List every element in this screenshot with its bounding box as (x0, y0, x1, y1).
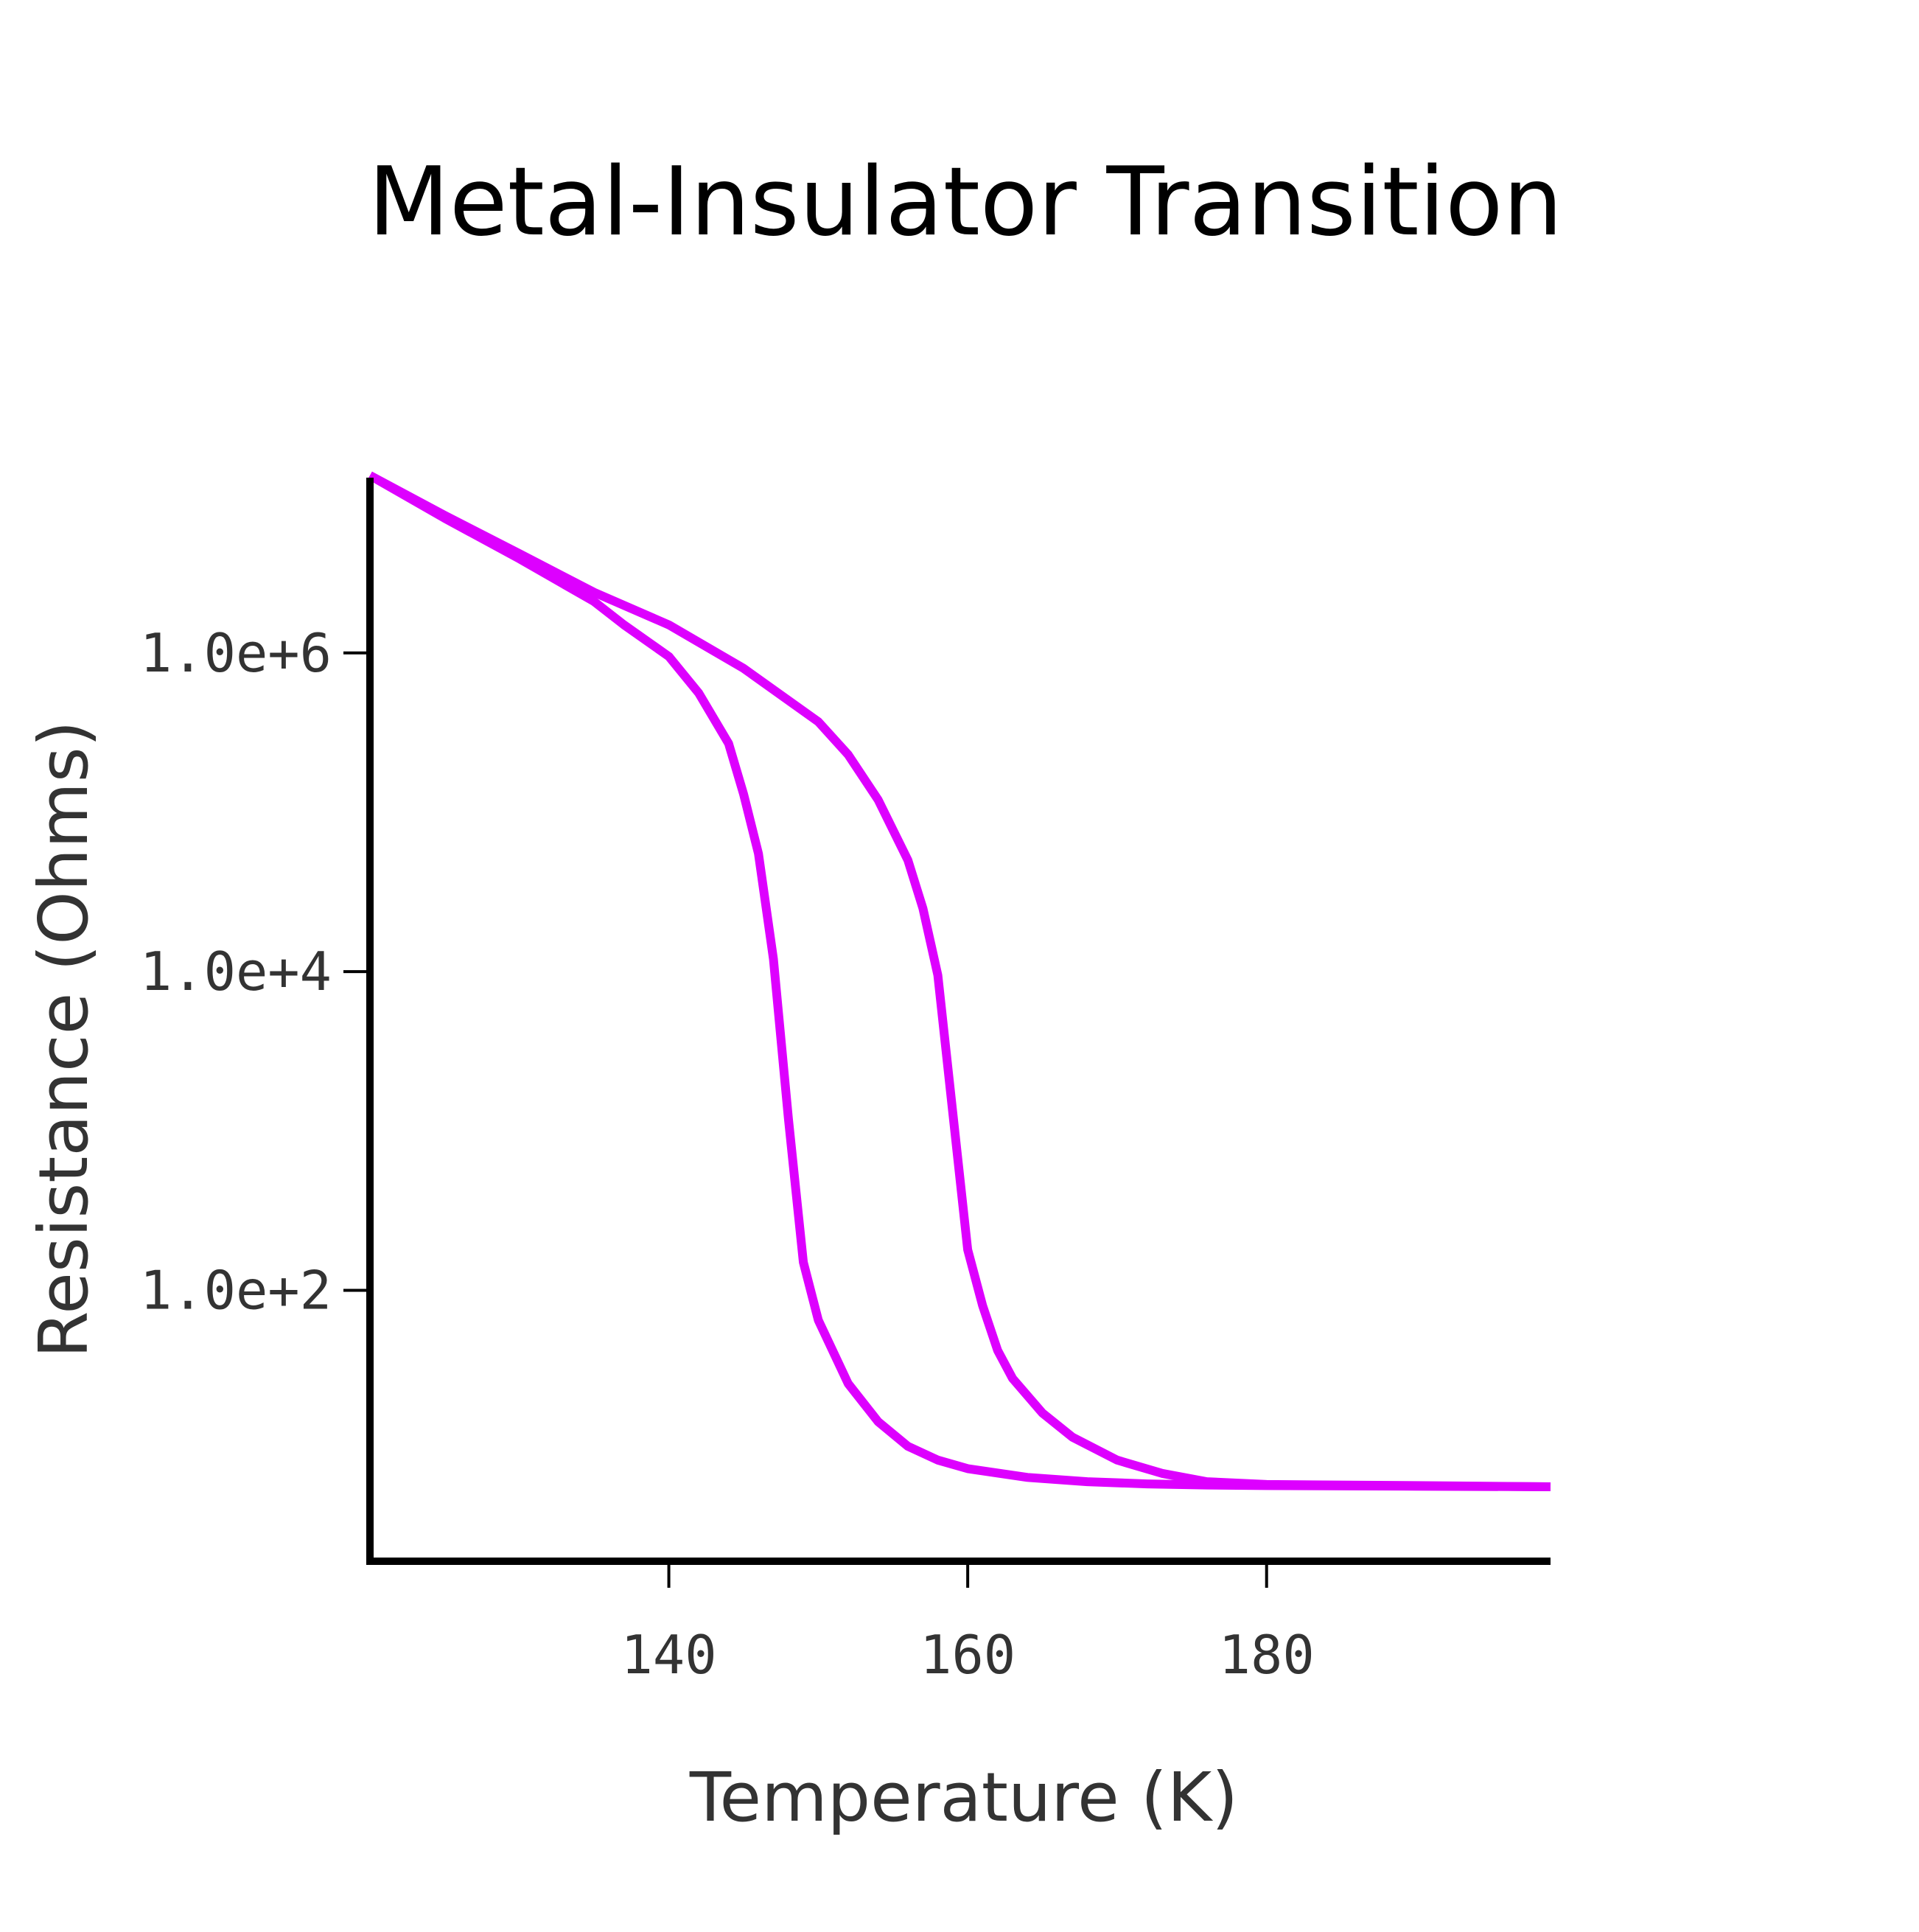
y-tick-label: 1.0e+6 (140, 622, 332, 684)
series-line-1 (368, 471, 1551, 1491)
x-tick-label: 140 (621, 1624, 717, 1686)
x-tick-label: 160 (920, 1624, 1016, 1686)
y-tick-label: 1.0e+4 (140, 941, 332, 1002)
x-axis-label: Temperature (K) (689, 1758, 1238, 1837)
y-tick-label: 1.0e+2 (140, 1260, 332, 1322)
series-layer (368, 471, 1551, 1491)
x-ticks: 140 160 180 (621, 1561, 1315, 1686)
chart-title: Metal-Insulator Transition (368, 147, 1562, 257)
y-axis-label: Resistance (Ohms) (24, 720, 103, 1358)
plot-area: 140 160 180 1.0e+6 1.0e+4 1.0e+2 (140, 471, 1551, 1686)
x-tick-label: 180 (1219, 1624, 1315, 1686)
series-line-2 (368, 471, 1551, 1491)
y-ticks: 1.0e+6 1.0e+4 1.0e+2 (140, 622, 370, 1322)
